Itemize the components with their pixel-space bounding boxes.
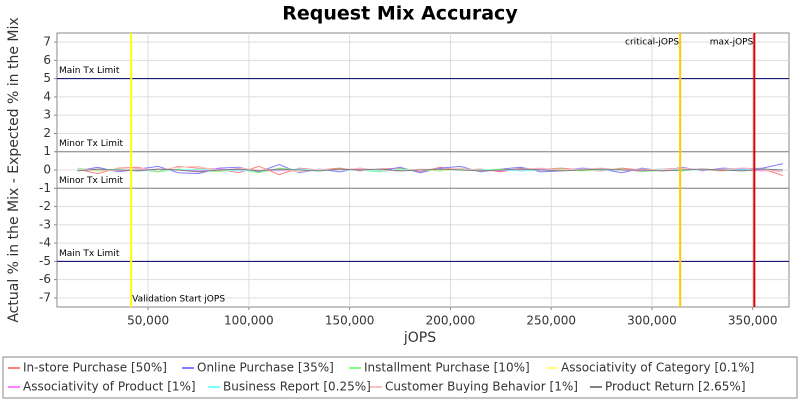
legend-label: Business Report [0.25%] [223,380,371,394]
legend-label: Installment Purchase [10%] [364,361,530,375]
x-tick-label: 50,000 [127,314,169,328]
limit-label: Main Tx Limit [59,249,120,259]
y-tick-label: -2 [39,199,51,213]
y-tick-label: 2 [43,126,51,140]
y-tick-label: 0 [43,163,51,177]
x-tick-label: 100,000 [224,314,274,328]
y-tick-label: 6 [43,53,51,67]
legend-label: Online Purchase [35%] [197,361,334,375]
y-tick-label: -3 [39,217,51,231]
x-tick-label: 300,000 [627,314,677,328]
legend-label: In-store Purchase [50%] [23,361,167,375]
legend-label: Associativity of Product [1%] [23,380,196,394]
x-tick-label: 150,000 [325,314,375,328]
y-tick-label: 1 [43,144,51,158]
x-tick-label: 350,000 [728,314,778,328]
x-tick-label: 250,000 [526,314,576,328]
series-line [77,168,783,173]
marker-label: Validation Start jOPS [132,295,225,305]
x-tick-label: 200,000 [426,314,476,328]
legend [2,356,798,399]
y-tick-label: 7 [43,35,51,49]
legend-label: Customer Buying Behavior [1%] [385,380,578,394]
legend-label: Associativity of Category [0.1%] [561,361,754,375]
legend-label: Product Return [2.65%] [605,380,746,394]
limit-label: Minor Tx Limit [59,139,124,149]
chart-title: Request Mix Accuracy [282,3,518,25]
limit-label: Main Tx Limit [59,66,120,76]
x-axis-label: jOPS [403,330,436,346]
y-tick-label: -6 [39,272,51,286]
y-tick-label: 5 [43,71,51,85]
marker-label: max-jOPS [710,38,754,48]
marker-label: critical-jOPS [625,38,679,48]
y-tick-label: 4 [43,89,51,103]
y-tick-label: 3 [43,108,51,122]
y-tick-label: -4 [39,236,51,250]
y-tick-label: -7 [39,290,51,304]
y-axis-label: Actual % in the Mix - Expected % in the … [6,17,22,322]
y-tick-label: -5 [39,254,51,268]
y-tick-label: -1 [39,181,51,195]
limit-label: Minor Tx Limit [59,176,124,186]
